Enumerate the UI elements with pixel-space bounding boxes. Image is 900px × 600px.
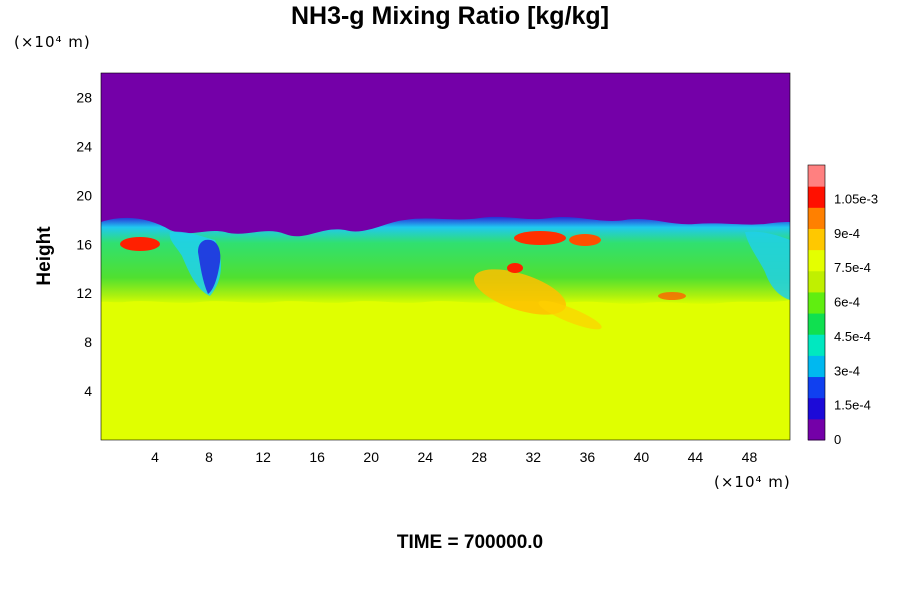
colorbar-swatch [808, 397, 825, 420]
red-patch-center [514, 231, 566, 245]
x-tick-labels: 4 8 12 16 20 24 28 32 36 40 44 48 [151, 449, 757, 465]
x-tick-label: 12 [255, 449, 271, 465]
colorbar-swatch [808, 313, 825, 335]
y-tick-label: 8 [84, 334, 92, 350]
time-label: TIME = 700000.0 [396, 532, 544, 553]
chart-title: NH3-g Mixing Ratio [kg/kg] [290, 2, 610, 30]
x-tick-label: 28 [471, 449, 487, 465]
y-tick-label: 16 [76, 236, 92, 252]
colorbar-label: 3e-4 [834, 363, 860, 378]
y-tick-labels: 4 8 12 16 20 24 28 [76, 89, 92, 399]
colorbar: 0 1.5e-4 3e-4 4.5e-4 6e-4 7.5e-4 9e-4 1.05e-3 [807, 164, 878, 447]
colorbar-swatch [808, 165, 825, 187]
colorbar-swatch [808, 355, 825, 378]
red-patch-right [658, 292, 686, 300]
x-axis-unit: (×10⁴ m) [714, 473, 791, 491]
x-tick-label: 44 [688, 449, 704, 465]
colorbar-swatch [808, 418, 825, 441]
colorbar-swatch [808, 228, 825, 251]
x-tick-label: 48 [742, 449, 758, 465]
colorbar-label: 7.5e-4 [834, 260, 871, 275]
cyan-pocket-right [745, 231, 790, 300]
colorbar-swatch [808, 291, 825, 314]
y-tick-label: 20 [76, 187, 92, 203]
red-patch-center-2 [569, 234, 601, 246]
x-tick-label: 32 [526, 449, 542, 465]
orange-streak [538, 300, 602, 330]
colorbar-swatch [808, 270, 825, 293]
plot-frame [100, 72, 791, 441]
lower-layer [101, 300, 790, 440]
colorbar-label: 6e-4 [834, 295, 860, 310]
x-tick-label: 8 [205, 449, 213, 465]
x-tick-label: 20 [363, 449, 379, 465]
colorbar-swatch [808, 186, 825, 208]
y-axis-label: Height [34, 226, 55, 286]
y-tick-label: 12 [76, 285, 92, 301]
x-tick-label: 36 [580, 449, 596, 465]
blue-pocket [198, 239, 221, 294]
colorbar-swatch [808, 249, 825, 272]
colorbar-label: 1.05e-3 [834, 191, 878, 206]
colorbar-frame [807, 164, 826, 441]
x-tick-label: 4 [151, 449, 159, 465]
red-patch-left [120, 237, 160, 251]
x-tick-label: 16 [309, 449, 325, 465]
heatmap-field [101, 73, 790, 440]
colorbar-label: 0 [834, 432, 841, 447]
y-tick-label: 24 [76, 138, 92, 154]
red-patch-small [507, 263, 523, 273]
x-tick-label: 40 [634, 449, 650, 465]
colorbar-label: 1.5e-4 [834, 398, 871, 413]
colorbar-swatch [808, 334, 825, 356]
colorbar-swatch [808, 207, 825, 229]
y-axis-unit: (×10⁴ m) [14, 33, 91, 51]
colorbar-swatch [808, 376, 825, 399]
y-tick-label: 28 [76, 89, 92, 105]
colorbar-label: 9e-4 [834, 226, 860, 241]
colorbar-label: 4.5e-4 [834, 329, 871, 344]
x-tick-label: 24 [417, 449, 433, 465]
cloud-layer [101, 216, 790, 304]
y-tick-label: 4 [84, 383, 92, 399]
